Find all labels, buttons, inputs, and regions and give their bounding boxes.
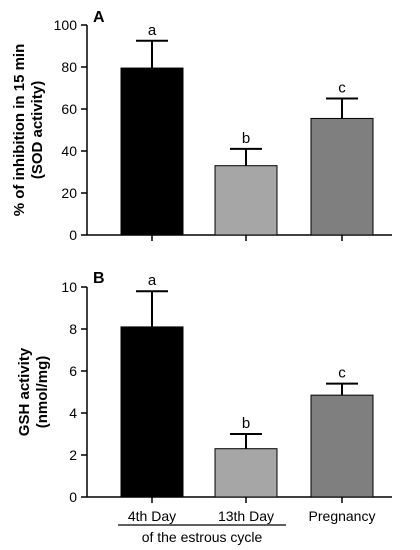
category-label: 13th Day xyxy=(218,508,274,524)
panel-a-chart: A % of inhibition in 15 min (SOD activity)… xyxy=(11,9,392,243)
significance-letter: a xyxy=(148,22,157,39)
category-label: Pregnancy xyxy=(309,508,376,524)
bar xyxy=(120,67,184,236)
significance-letter: c xyxy=(338,80,346,97)
y-axis-label: GSH activity xyxy=(16,347,33,436)
y-tick-label: 0 xyxy=(69,227,77,243)
y-tick-label: 60 xyxy=(61,101,77,117)
y-tick-label: 20 xyxy=(61,185,77,201)
y-axis-label: (nmol/mg) xyxy=(34,356,51,429)
y-axis-label: (SOD activity) xyxy=(29,81,46,179)
bar xyxy=(214,165,278,236)
group-label: of the estrous cycle xyxy=(118,524,286,545)
bar xyxy=(214,448,278,498)
significance-letter: b xyxy=(242,130,250,147)
bar xyxy=(310,117,374,236)
y-tick-label: 10 xyxy=(61,279,77,295)
y-tick-label: 80 xyxy=(61,59,77,75)
category-label: 4th Day xyxy=(128,508,176,524)
y-tick-label: 8 xyxy=(69,321,77,337)
panel-letter: B xyxy=(93,270,105,287)
y-tick-label: 100 xyxy=(54,17,78,33)
bar xyxy=(310,394,374,498)
y-tick-label: 4 xyxy=(69,405,77,421)
bar xyxy=(120,326,184,498)
group-label-text: of the estrous cycle xyxy=(142,529,263,545)
y-tick-label: 40 xyxy=(61,143,77,159)
panel-b-chart: B GSH activity (nmol/mg) 0 2 4 6 8 10 a b c 4th Day 1… xyxy=(16,270,392,524)
y-tick-label: 2 xyxy=(69,447,77,463)
y-tick-label: 6 xyxy=(69,363,77,379)
panel-letter: A xyxy=(93,9,105,26)
y-tick-label: 0 xyxy=(69,489,77,505)
significance-letter: a xyxy=(148,272,157,289)
significance-letter: c xyxy=(338,365,346,382)
significance-letter: b xyxy=(242,415,250,432)
y-axis-label: % of inhibition in 15 min xyxy=(11,44,28,217)
